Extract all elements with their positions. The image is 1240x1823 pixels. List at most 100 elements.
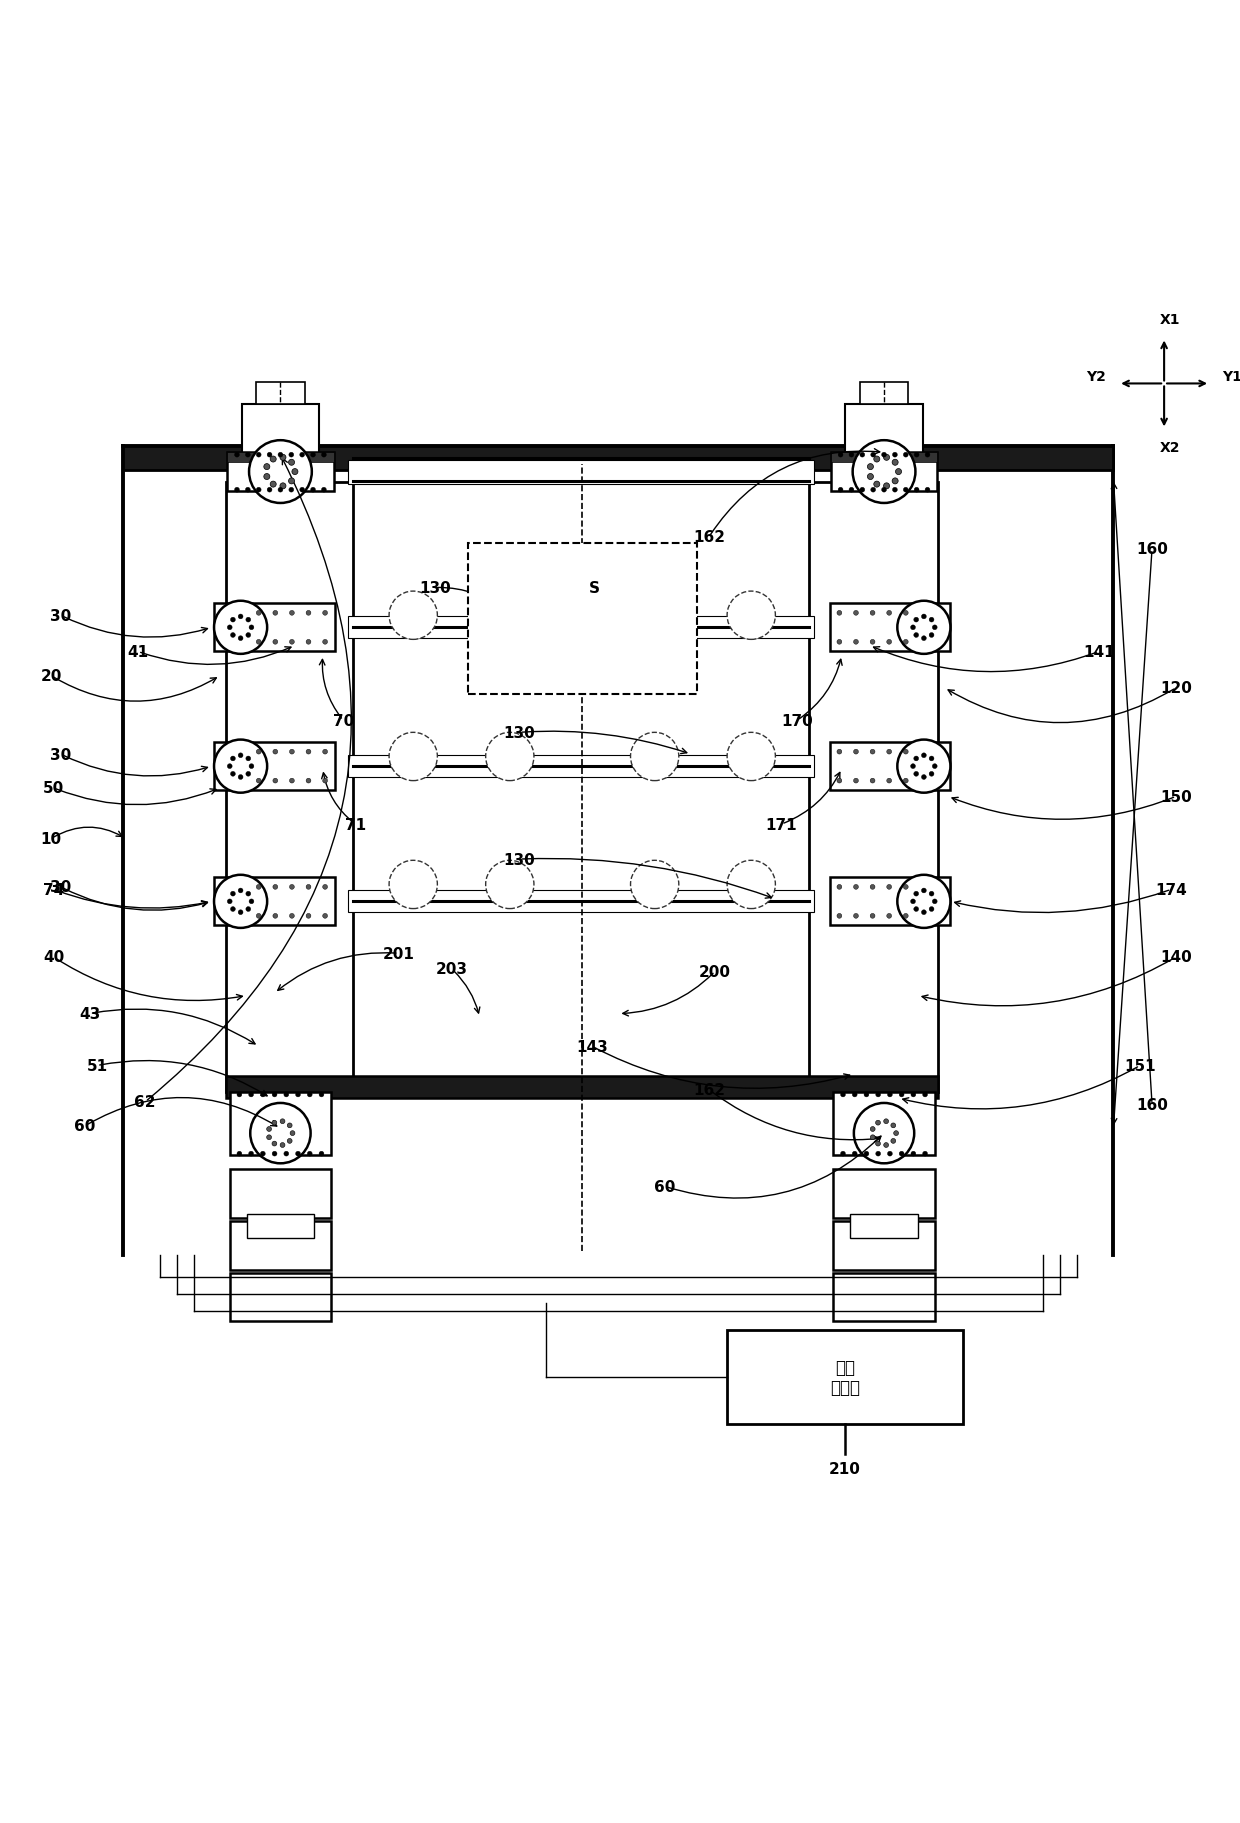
Circle shape (257, 749, 262, 755)
Circle shape (929, 908, 934, 912)
Circle shape (310, 489, 315, 492)
Circle shape (898, 740, 950, 793)
Text: 140: 140 (1161, 950, 1192, 964)
Text: 60: 60 (74, 1119, 95, 1134)
Bar (229, 1092, 331, 1156)
Text: 130: 130 (503, 726, 536, 740)
Bar (247, 1214, 314, 1238)
Circle shape (837, 778, 842, 784)
Circle shape (249, 899, 254, 904)
Circle shape (910, 625, 915, 631)
Circle shape (215, 602, 267, 654)
Circle shape (853, 749, 858, 755)
Circle shape (273, 749, 278, 755)
Text: 141: 141 (1083, 645, 1115, 660)
Circle shape (870, 913, 875, 919)
Text: 41: 41 (128, 645, 149, 660)
Bar (229, 1274, 331, 1322)
Circle shape (237, 1092, 242, 1097)
Circle shape (308, 1092, 312, 1097)
Text: Y1: Y1 (1221, 370, 1240, 385)
Circle shape (854, 1103, 914, 1163)
Text: 174: 174 (1156, 882, 1187, 897)
Circle shape (921, 888, 926, 893)
Circle shape (231, 891, 236, 897)
Circle shape (870, 749, 875, 755)
Circle shape (260, 1092, 265, 1097)
Bar (226, 1077, 939, 1099)
Circle shape (929, 771, 934, 777)
Circle shape (238, 888, 243, 893)
Circle shape (273, 611, 278, 616)
Circle shape (270, 458, 277, 463)
Circle shape (319, 1152, 324, 1156)
Circle shape (215, 875, 267, 928)
Circle shape (904, 884, 908, 890)
Circle shape (837, 640, 842, 645)
Circle shape (322, 913, 327, 919)
Circle shape (852, 1092, 857, 1097)
Circle shape (486, 733, 534, 782)
Circle shape (849, 489, 854, 492)
Circle shape (227, 764, 232, 769)
Text: 162: 162 (693, 1083, 725, 1097)
Circle shape (278, 489, 283, 492)
Circle shape (837, 611, 842, 616)
Circle shape (893, 489, 898, 492)
Circle shape (486, 592, 534, 640)
Circle shape (894, 1130, 899, 1136)
Circle shape (284, 1152, 289, 1156)
Circle shape (231, 757, 236, 762)
Circle shape (727, 592, 775, 640)
Circle shape (308, 1152, 312, 1156)
Circle shape (267, 1136, 272, 1139)
Circle shape (306, 884, 311, 890)
Bar (727, 1331, 962, 1424)
Circle shape (870, 884, 875, 890)
Circle shape (929, 618, 934, 623)
Bar (348, 891, 813, 913)
Bar (242, 405, 319, 456)
Bar (227, 452, 334, 492)
Circle shape (853, 640, 858, 645)
Text: 30: 30 (50, 609, 72, 623)
Circle shape (898, 602, 950, 654)
Text: 62: 62 (134, 1094, 156, 1110)
Circle shape (234, 452, 239, 458)
Circle shape (910, 899, 915, 904)
Circle shape (884, 1143, 889, 1148)
Circle shape (237, 1152, 242, 1156)
Bar (833, 1092, 935, 1156)
Circle shape (295, 1152, 300, 1156)
Circle shape (929, 891, 934, 897)
Circle shape (914, 891, 919, 897)
Circle shape (870, 640, 875, 645)
Circle shape (273, 778, 278, 784)
Text: 143: 143 (577, 1039, 608, 1054)
Text: 162: 162 (693, 530, 725, 545)
Circle shape (231, 908, 236, 912)
Circle shape (272, 1092, 277, 1097)
Text: 120: 120 (1161, 680, 1192, 696)
Circle shape (890, 1139, 895, 1143)
Circle shape (227, 625, 232, 631)
Text: Y2: Y2 (1086, 370, 1106, 385)
Circle shape (914, 452, 919, 458)
Circle shape (904, 489, 908, 492)
Circle shape (238, 614, 243, 620)
Circle shape (904, 611, 908, 616)
Circle shape (306, 913, 311, 919)
Circle shape (853, 778, 858, 784)
Circle shape (267, 489, 272, 492)
Circle shape (321, 489, 326, 492)
Text: 203: 203 (435, 963, 467, 977)
Circle shape (238, 775, 243, 780)
Circle shape (888, 1092, 893, 1097)
Circle shape (389, 860, 438, 910)
Circle shape (322, 611, 327, 616)
Text: 171: 171 (765, 817, 797, 831)
Circle shape (870, 611, 875, 616)
Text: 151: 151 (1125, 1059, 1156, 1074)
Circle shape (892, 479, 898, 485)
Circle shape (267, 452, 272, 458)
